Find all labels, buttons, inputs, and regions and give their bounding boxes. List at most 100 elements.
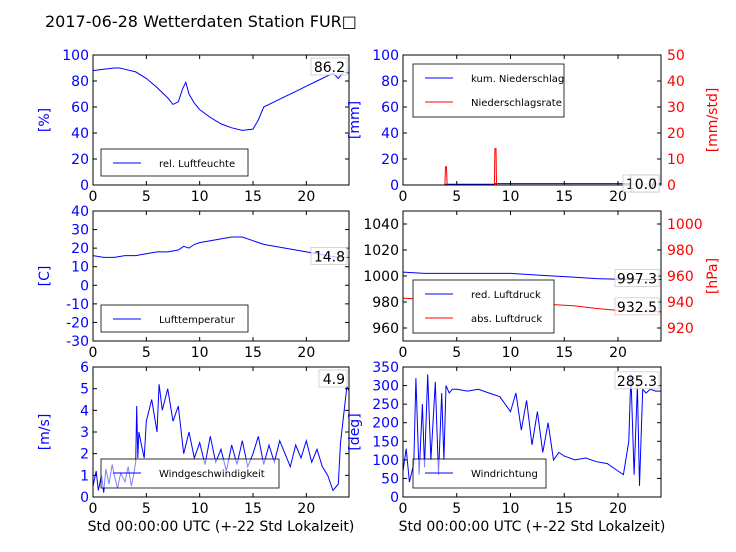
x-tick-label: 20 bbox=[297, 189, 315, 205]
y-tick-label: 40 bbox=[381, 126, 399, 142]
y-tick-label: 1040 bbox=[363, 217, 399, 233]
x-tick-label: 0 bbox=[89, 189, 98, 205]
y-tick-label: 2 bbox=[80, 447, 89, 463]
y-tick-label: 1000 bbox=[363, 269, 399, 285]
chart-panel-5: 0 5 10 15 20 0 1 2 3 4 5 6 [m/s] Std 00:00:00 UTC (+-… bbox=[37, 360, 354, 535]
y-tick-label: 6 bbox=[80, 360, 89, 376]
y-tick-label: 50 bbox=[381, 471, 399, 487]
y2-tick-label: 980 bbox=[667, 243, 694, 259]
y-tick-label: 200 bbox=[372, 416, 399, 432]
plot-frame bbox=[92, 54, 350, 186]
last-value-label: 932.5 bbox=[617, 300, 657, 316]
x-tick-label: 15 bbox=[555, 501, 573, 517]
x-tick-label: 20 bbox=[297, 345, 315, 361]
y-tick-label: 0 bbox=[80, 490, 89, 506]
y-tick-label: -30 bbox=[66, 334, 89, 350]
x-tick-label: 15 bbox=[555, 345, 573, 361]
y-tick-label: 40 bbox=[71, 204, 89, 220]
x-tick-label: 15 bbox=[244, 345, 262, 361]
x-tick-label: 0 bbox=[89, 501, 98, 517]
x-tick-label: 10 bbox=[191, 345, 209, 361]
y-axis-label: [%] bbox=[37, 108, 53, 132]
x-tick-label: 15 bbox=[244, 189, 262, 205]
y2-tick-label: 20 bbox=[667, 126, 685, 142]
last-value-box bbox=[614, 371, 660, 390]
x-tick-label: 15 bbox=[555, 189, 573, 205]
legend-label: kum. Niederschlag bbox=[471, 74, 564, 85]
last-value-box bbox=[614, 297, 660, 316]
legend-label: Lufttemperatur bbox=[159, 315, 236, 326]
y2-tick-label: 920 bbox=[667, 321, 694, 337]
y-tick-label: 20 bbox=[71, 152, 89, 168]
y2-tick-label: 1000 bbox=[667, 217, 703, 233]
y-tick-label: 0 bbox=[390, 178, 399, 194]
plot-frame bbox=[402, 366, 662, 498]
x-tick-label: 0 bbox=[399, 345, 408, 361]
y-tick-label: 30 bbox=[71, 223, 89, 239]
legend-box bbox=[412, 63, 565, 118]
chart-panel-2: 0 5 10 15 20 0 20 40 60 80 100 0 10 20 30 40 50 [mm] [mm/s… bbox=[347, 48, 721, 205]
y-tick-label: 100 bbox=[372, 453, 399, 469]
y-tick-label: 20 bbox=[381, 152, 399, 168]
legend-label: Windrichtung bbox=[471, 469, 538, 480]
legend-label: Windgeschwindigkeit bbox=[159, 469, 265, 480]
x-tick-label: 10 bbox=[502, 345, 520, 361]
x-tick-label: 5 bbox=[452, 345, 461, 361]
y-axis-label: [mm] bbox=[347, 101, 363, 139]
y-axis-label: [C] bbox=[37, 266, 53, 287]
y-axis-label: [m/s] bbox=[37, 414, 53, 451]
series-line-1 bbox=[403, 183, 661, 185]
x-tick-label: 10 bbox=[191, 189, 209, 205]
legend-label: rel. Luftfeuchte bbox=[159, 159, 235, 170]
x-tick-label: 10 bbox=[502, 189, 520, 205]
figure-title: 2017-06-28 Wetterdaten Station FUR□ bbox=[45, 12, 357, 31]
x-tick-label: 0 bbox=[399, 501, 408, 517]
x-tick-label: 20 bbox=[609, 345, 627, 361]
chart-panel-3: 0 5 10 15 20 -30 -20 -10 0 10 20 30 40 [C] Lufttempera… bbox=[37, 204, 350, 361]
y-tick-label: 80 bbox=[381, 74, 399, 90]
y-tick-label: -20 bbox=[66, 315, 89, 331]
x-axis-label: Std 00:00:00 UTC (+-22 Std Lokalzeit) bbox=[88, 519, 355, 535]
y2-axis-label: [mm/std] bbox=[705, 88, 721, 153]
series-line-1 bbox=[93, 236, 349, 258]
y2-tick-label: 50 bbox=[667, 48, 685, 64]
last-value-label: 4.9 bbox=[323, 372, 345, 388]
last-value-label: 0.0 bbox=[635, 177, 657, 193]
chart-panel-4: 0 5 10 15 20 960 980 1000 1020 1040 920 940 960 980 10… bbox=[363, 210, 721, 361]
x-tick-label: 5 bbox=[142, 345, 151, 361]
y-tick-label: 3 bbox=[80, 425, 89, 441]
y-tick-label: 1 bbox=[80, 468, 89, 484]
x-tick-label: 0 bbox=[399, 189, 408, 205]
legend-label: abs. Luftdruck bbox=[471, 314, 542, 325]
y-tick-label: -10 bbox=[66, 297, 89, 313]
series-line-1 bbox=[93, 67, 349, 131]
y-tick-label: 100 bbox=[62, 48, 89, 64]
y-tick-label: 60 bbox=[71, 100, 89, 116]
y-tick-label: 100 bbox=[372, 48, 399, 64]
y-tick-label: 960 bbox=[372, 321, 399, 337]
y-tick-label: 1020 bbox=[363, 243, 399, 259]
y-tick-label: 0 bbox=[390, 490, 399, 506]
x-tick-label: 20 bbox=[609, 501, 627, 517]
y-tick-label: 80 bbox=[71, 74, 89, 90]
y-tick-label: 150 bbox=[372, 434, 399, 450]
y2-tick-label: 960 bbox=[667, 269, 694, 285]
y2-tick-label: 10 bbox=[667, 152, 685, 168]
chart-panel-1: 0 5 10 15 20 0 20 40 60 80 100 [%] rel. Luftfeuchte 8… bbox=[37, 48, 350, 205]
y-tick-label: 20 bbox=[71, 241, 89, 257]
x-tick-label: 10 bbox=[502, 501, 520, 517]
last-value-label: 14.8 bbox=[314, 249, 345, 265]
y2-axis-label: [hPa] bbox=[705, 258, 721, 294]
y-tick-label: 250 bbox=[372, 397, 399, 413]
legend-label: red. Luftdruck bbox=[471, 290, 541, 301]
x-tick-label: 20 bbox=[297, 501, 315, 517]
plot-frame bbox=[402, 54, 662, 186]
y-tick-label: 980 bbox=[372, 295, 399, 311]
x-tick-label: 10 bbox=[191, 501, 209, 517]
last-value-box bbox=[310, 247, 348, 265]
x-tick-label: 5 bbox=[142, 189, 151, 205]
last-value-label: 86.2 bbox=[314, 60, 345, 76]
x-tick-label: 5 bbox=[452, 501, 461, 517]
y-tick-label: 350 bbox=[372, 360, 399, 376]
